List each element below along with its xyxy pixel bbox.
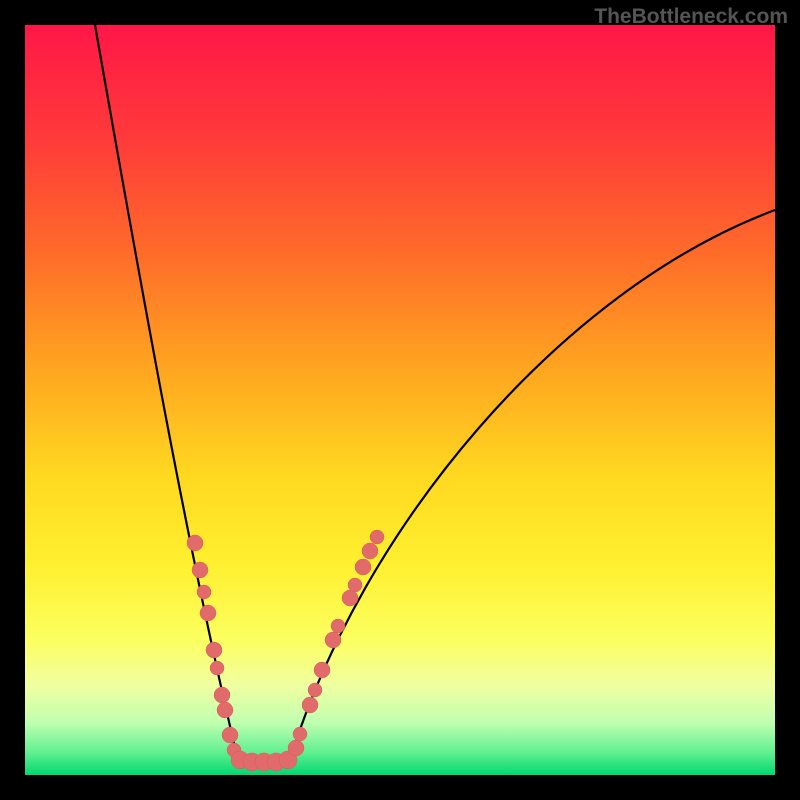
- data-marker: [331, 619, 345, 633]
- data-marker: [308, 683, 322, 697]
- data-marker: [288, 740, 304, 756]
- data-marker: [214, 687, 230, 703]
- bottleneck-chart: TheBottleneck.com: [0, 0, 800, 800]
- data-marker: [325, 632, 341, 648]
- data-marker: [192, 562, 208, 578]
- data-marker: [197, 585, 211, 599]
- data-marker: [217, 702, 233, 718]
- plot-background: [25, 25, 775, 775]
- data-marker: [362, 543, 378, 559]
- data-marker: [342, 590, 358, 606]
- data-marker: [200, 605, 216, 621]
- chart-svg: [0, 0, 800, 800]
- data-marker: [314, 662, 330, 678]
- data-marker: [370, 530, 384, 544]
- data-marker: [206, 642, 222, 658]
- data-marker: [187, 535, 203, 551]
- data-marker: [222, 727, 238, 743]
- data-marker: [348, 578, 362, 592]
- watermark-text: TheBottleneck.com: [594, 5, 788, 29]
- data-marker: [355, 559, 371, 575]
- data-marker: [302, 697, 318, 713]
- data-marker: [293, 727, 307, 741]
- data-marker: [210, 661, 224, 675]
